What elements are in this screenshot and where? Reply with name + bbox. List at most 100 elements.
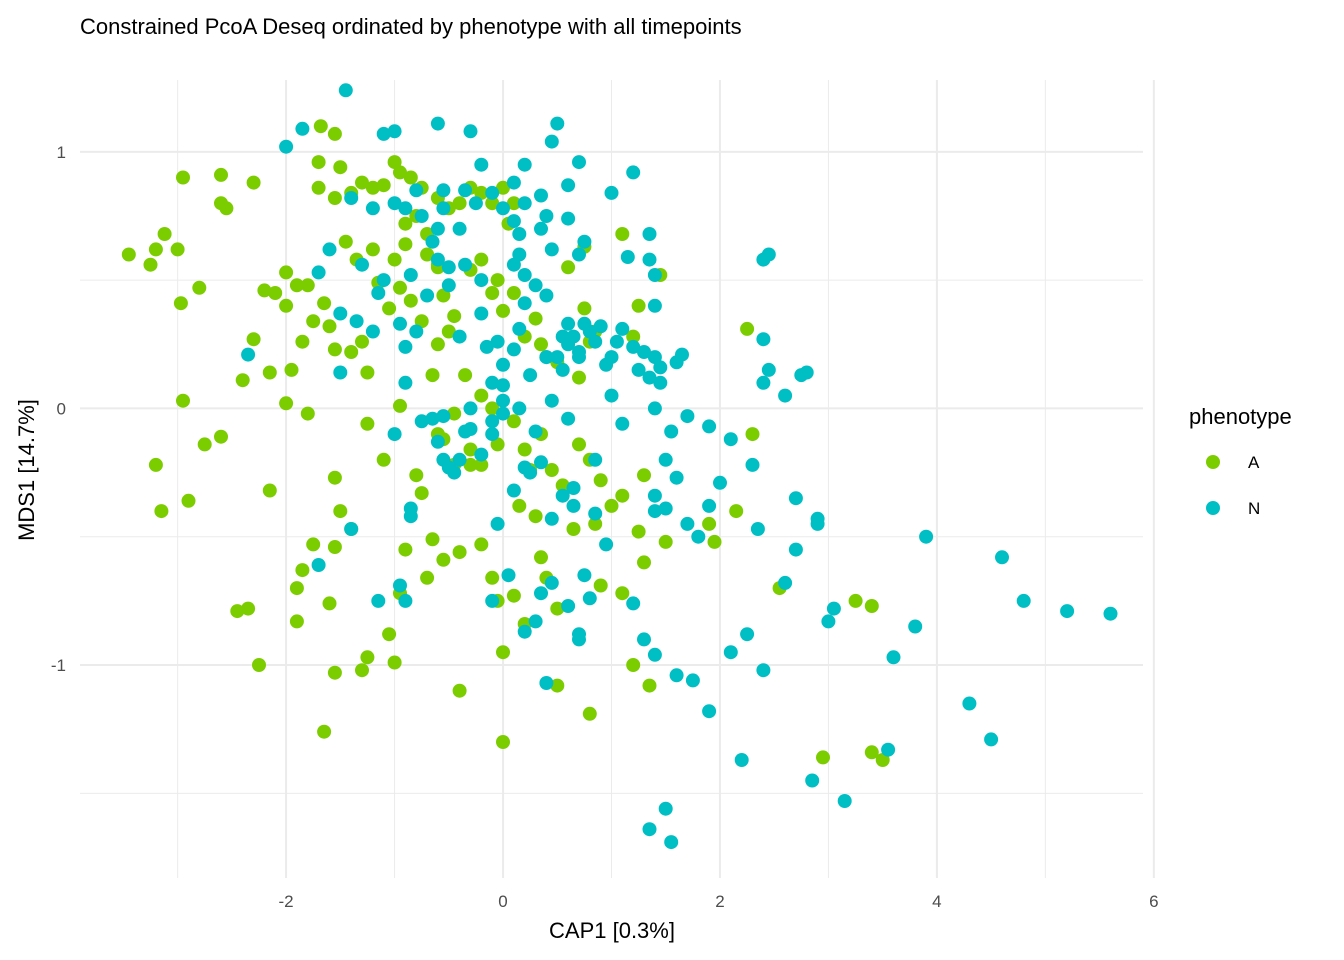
point-N [658,501,673,516]
point-N [403,509,418,524]
point-N [658,801,673,816]
y-tick-label: 1 [57,143,66,162]
point-A [338,234,353,249]
point-N [778,575,793,590]
point-N [788,542,803,557]
x-axis-ticks: -2 0 2 4 6 [279,892,1159,911]
legend: phenotype A N [1189,404,1292,518]
point-A [393,280,407,295]
point-A [626,329,641,344]
point-A [355,175,369,190]
point-A [393,165,407,180]
point-N [496,378,510,393]
point-N [734,753,749,767]
point-N [430,434,445,449]
point-N [333,306,348,321]
point-N [539,350,554,365]
point-A [262,365,277,380]
point-A [279,265,294,280]
point-N [528,614,543,629]
point-N [577,234,592,249]
point-A [313,119,328,134]
point-N [788,491,803,506]
point-N [582,591,597,606]
point-A [740,321,755,336]
point-A [154,504,169,519]
point-A [230,604,245,619]
point-A [157,227,172,241]
point-A [317,296,332,311]
point-N [669,668,684,683]
point-A [306,314,321,329]
point-N [506,483,521,498]
point-N [756,663,771,678]
point-N [561,337,576,352]
point-A [436,552,451,567]
point-A [262,483,277,498]
point-N [344,191,359,205]
point-A [566,522,581,536]
point-N [647,298,662,313]
point-N [241,347,256,362]
point-N [805,773,820,788]
point-N [691,529,706,544]
point-A [360,416,375,431]
point-N [658,452,673,467]
point-N [642,227,657,241]
point-A [170,242,185,257]
point-N [485,427,500,442]
point-A [289,581,304,596]
point-N [615,321,630,336]
point-N [680,409,695,424]
point-A [550,601,565,616]
point-A [317,724,332,739]
point-N [349,314,364,329]
point-A [181,493,196,508]
point-A [252,658,266,672]
point-N [566,481,581,495]
point-N [338,83,353,98]
point-A [593,578,608,593]
point-N [675,347,689,362]
point-N [458,183,473,198]
point-N [539,676,554,690]
point-N [355,257,369,272]
point-N [512,401,527,416]
point-N [474,157,489,172]
point-A [512,498,527,513]
point-A [333,504,348,519]
point-N [647,504,662,519]
point-A [496,645,510,660]
point-N [778,388,793,403]
point-A [474,252,489,267]
point-N [441,278,456,293]
point-A [219,201,234,216]
point-N [458,257,473,272]
point-A [490,273,505,288]
point-N [637,345,651,359]
point-N [409,183,424,198]
point-N [387,124,402,139]
y-axis-ticks: -1 0 1 [51,143,66,675]
point-A [403,170,418,185]
point-A [398,237,413,252]
point-A [615,488,630,503]
point-N [528,278,543,293]
point-A [327,191,342,205]
point-A [572,437,586,452]
point-N [637,632,651,647]
point-N [479,339,494,354]
point-A [121,247,136,262]
point-A [393,398,407,413]
point-A [327,126,342,141]
point-A [441,324,456,339]
point-N [506,175,521,190]
point-A [534,337,548,352]
point-N [322,242,337,257]
point-N [740,627,755,642]
point-A [300,406,315,421]
y-tick-label: -1 [51,656,66,675]
point-N [496,201,510,216]
point-N [702,498,717,513]
point-N [534,221,548,236]
